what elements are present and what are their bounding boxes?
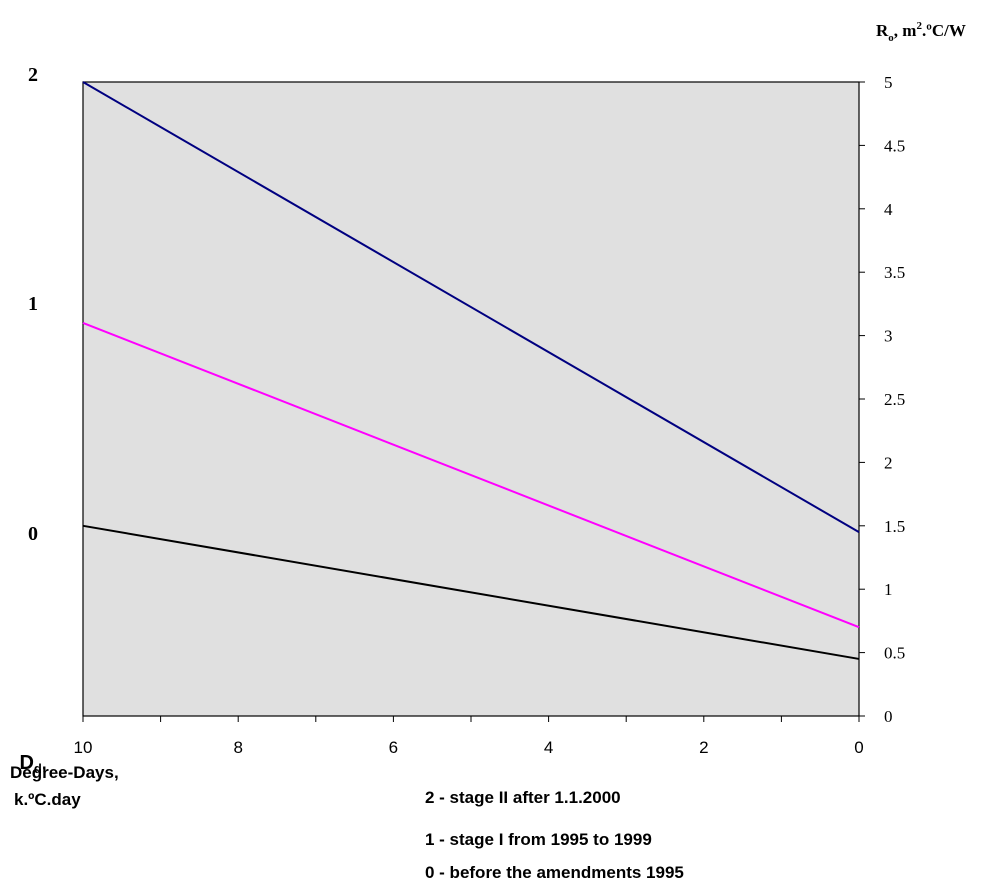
curve-label-1: 1 (28, 293, 38, 315)
curve-label-2: 2 (28, 64, 38, 86)
legend-entry-2: 2 - stage II after 1.1.2000 (425, 788, 621, 807)
x-tick-label: 8 (233, 738, 242, 757)
x-axis-comma: , (41, 754, 47, 773)
curve-label-0: 0 (28, 523, 38, 545)
legend-entry-0: 0 - before the amendments 1995 (425, 863, 684, 882)
y-tick-label: 5 (884, 73, 893, 92)
x-axis-title-line3: k.ºC.day (14, 790, 81, 809)
x-tick-label: 4 (544, 738, 553, 757)
y-tick-label: 2.5 (884, 390, 905, 409)
y-tick-label: 1 (884, 580, 893, 599)
series-line-2 (82, 81, 860, 534)
y-tick-label: 2 (884, 453, 893, 472)
x-axis-title: Dd, (10, 732, 47, 776)
y-axis-title: Ro, m2.ºC/W (876, 20, 966, 44)
x-axis-subscript: d (33, 761, 42, 776)
y-tick-label: 0.5 (884, 644, 905, 663)
y-tick-label: 4 (884, 200, 893, 219)
x-axis-title-line2: Degree-Days, (10, 763, 119, 782)
legend-entry-1: 1 - stage I from 1995 to 1999 (425, 830, 652, 849)
y-tick-label: 3.5 (884, 263, 905, 282)
x-tick-label: 6 (389, 738, 398, 757)
y-tick-label: 0 (884, 707, 893, 726)
y-tick-label: 1.5 (884, 517, 905, 536)
plot-area (82, 81, 860, 717)
series-line-0 (82, 524, 860, 660)
y-tick-label: 3 (884, 327, 893, 346)
x-tick-label: 0 (854, 738, 863, 757)
x-axis-symbol: D (19, 752, 34, 774)
x-tick-label: 2 (699, 738, 708, 757)
y-tick-label: 4.5 (884, 136, 905, 155)
x-tick-label: 10 (74, 738, 93, 757)
series-line-1 (82, 321, 860, 629)
